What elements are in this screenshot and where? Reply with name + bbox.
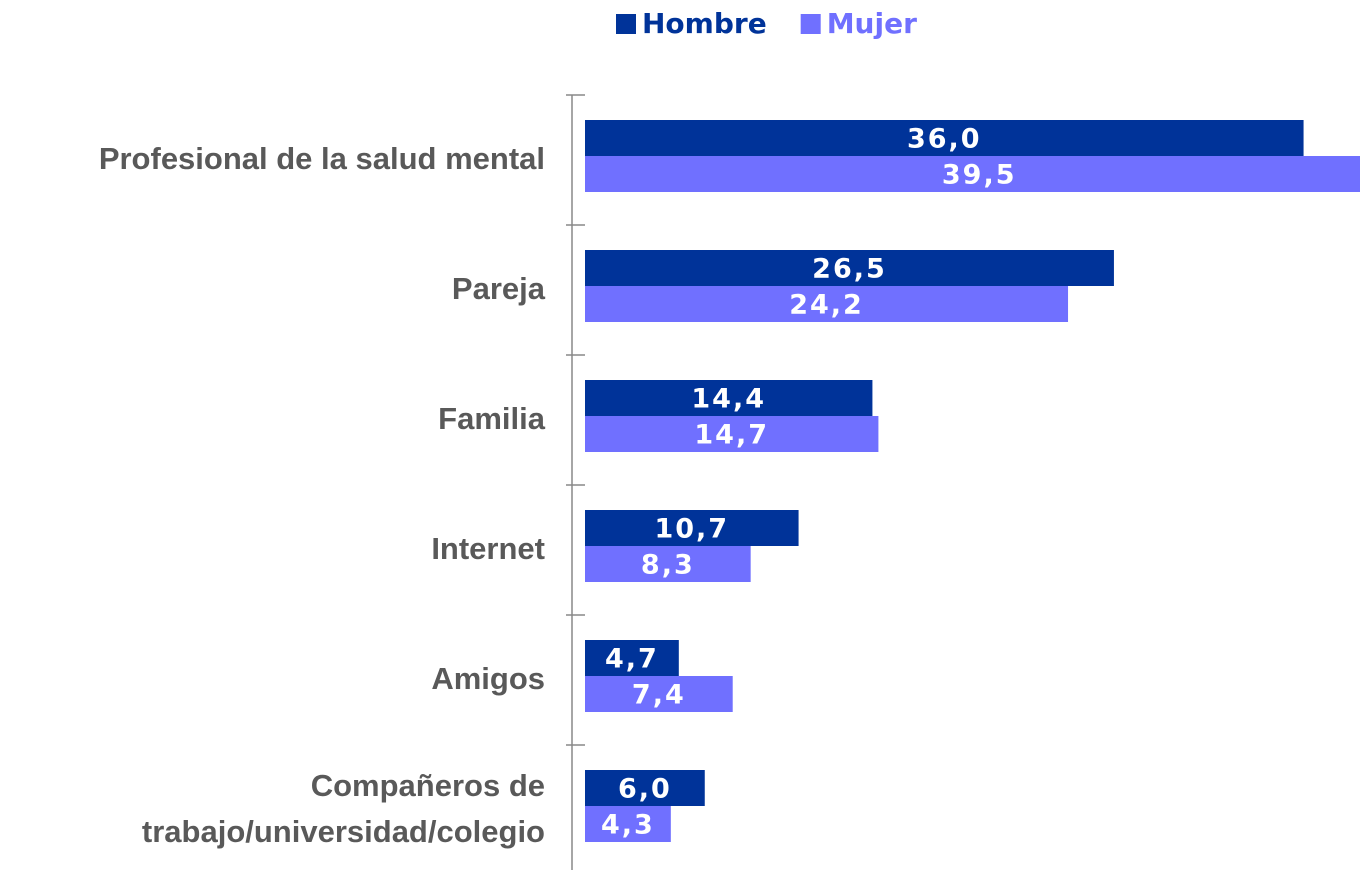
value-label: 14,4: [691, 384, 766, 415]
legend-swatch: [800, 14, 821, 34]
value-label: 36,0: [907, 124, 982, 155]
value-label: 8,3: [641, 550, 695, 581]
value-label: 10,7: [654, 514, 729, 545]
category-label: Profesional de la salud mental: [98, 141, 545, 176]
legend-swatch: [616, 14, 636, 34]
bar: [585, 156, 1360, 192]
category-label: Amigos: [431, 661, 545, 696]
value-label: 4,3: [601, 810, 655, 841]
category-label: Familia: [438, 401, 545, 436]
legend-label: Mujer: [827, 7, 917, 40]
value-label: 6,0: [618, 774, 672, 805]
legend-label: Hombre: [642, 7, 767, 40]
bar: [585, 510, 799, 546]
bar: [585, 286, 1069, 322]
category-label: Pareja: [451, 271, 545, 306]
bar: [585, 380, 873, 416]
value-label: 26,5: [812, 254, 887, 285]
bar: [585, 640, 679, 676]
bar: [585, 770, 705, 806]
value-label: 24,2: [789, 290, 864, 321]
bar: [585, 250, 1114, 286]
value-label: 39,5: [942, 160, 1017, 191]
category-label: Compañeros de trabajo/universidad/colegi…: [141, 768, 545, 849]
value-label: 7,4: [632, 680, 686, 711]
value-label: 14,7: [694, 420, 769, 451]
bar: [585, 676, 733, 712]
category-label: Internet: [431, 531, 545, 566]
bar: [585, 806, 671, 842]
value-label: 4,7: [605, 644, 659, 675]
bar: [585, 546, 751, 582]
bar: [585, 416, 879, 452]
bar: [585, 120, 1304, 156]
